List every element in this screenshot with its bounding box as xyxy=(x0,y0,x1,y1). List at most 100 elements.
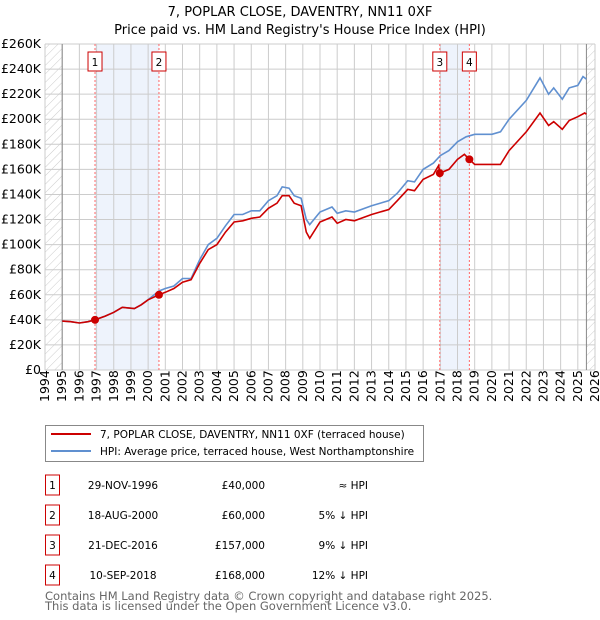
x-tick-label: 2019 xyxy=(467,370,482,402)
sale-label: 3 xyxy=(436,57,443,69)
y-tick-label: £240K xyxy=(1,61,42,76)
transaction-row: 4 10-SEP-2018 £168,000 12% ↓ HPI xyxy=(45,564,368,586)
legend-box xyxy=(45,425,424,462)
x-tick-label: 2007 xyxy=(260,370,275,402)
sale-label-box xyxy=(151,51,167,72)
sale-label-box xyxy=(461,51,477,72)
y-tick-label: £140K xyxy=(1,186,42,201)
sale-point xyxy=(91,315,100,324)
no-data-region-end xyxy=(586,44,595,370)
no-data-region-start xyxy=(45,44,63,370)
sale-point xyxy=(465,155,474,164)
y-tick-label: £160K xyxy=(1,161,42,176)
y-tick-label: £260K xyxy=(1,36,42,51)
x-tick-label: 1994 xyxy=(37,370,52,402)
x-tick-label: 2011 xyxy=(329,370,344,402)
sale-label: 2 xyxy=(156,57,163,69)
x-tick-label: 2008 xyxy=(278,370,293,402)
x-tick-label: 2018 xyxy=(450,370,465,402)
x-tick-label: 2000 xyxy=(140,370,155,402)
transaction-row: 2 18-AUG-2000 £60,000 5% ↓ HPI xyxy=(45,504,368,526)
chart-subtitle: Price paid vs. HM Land Registry's House … xyxy=(114,23,486,38)
x-tick-label: 2023 xyxy=(535,370,550,402)
sale-label-box xyxy=(432,51,448,72)
ownership-period-shade xyxy=(439,44,470,370)
sale-label: 1 xyxy=(92,57,99,69)
y-tick-label: £120K xyxy=(1,212,42,227)
x-tick-label: 1995 xyxy=(54,370,69,402)
transaction-number: 2 xyxy=(49,510,56,522)
legend: 7, POPLAR CLOSE, DAVENTRY, NN11 0XF (ter… xyxy=(45,425,424,462)
transaction-number-box xyxy=(45,474,60,496)
transaction-number-box xyxy=(45,564,60,586)
x-tick-label: 1998 xyxy=(106,370,121,402)
legend-hpi-label: HPI: Average price, terraced house, West… xyxy=(100,446,414,458)
transaction-price: £157,000 xyxy=(215,540,265,552)
transaction-price: £60,000 xyxy=(222,510,265,522)
x-tick-label: 2005 xyxy=(226,370,241,402)
footer-copyright: Contains HM Land Registry data © Crown c… xyxy=(45,589,492,603)
transaction-date: 29-NOV-1996 xyxy=(88,480,158,492)
transaction-row: 3 21-DEC-2016 £157,000 9% ↓ HPI xyxy=(45,534,368,556)
x-tick-label: 2013 xyxy=(364,370,379,402)
transaction-date: 18-AUG-2000 xyxy=(88,510,158,522)
x-tick-label: 2026 xyxy=(587,370,600,402)
x-tick-label: 2020 xyxy=(484,370,499,402)
sale-point xyxy=(435,169,444,178)
y-tick-label: £20K xyxy=(9,337,42,352)
sale-point xyxy=(154,290,163,299)
y-tick-label: £100K xyxy=(1,237,42,252)
property-price-line xyxy=(62,111,587,324)
legend-property-label: 7, POPLAR CLOSE, DAVENTRY, NN11 0XF (ter… xyxy=(100,429,405,441)
x-tick-label: 2021 xyxy=(501,370,516,402)
transaction-number-box xyxy=(45,504,60,526)
ownership-period-shade xyxy=(95,44,159,370)
y-tick-label: £60K xyxy=(9,287,42,302)
x-tick-label: 2025 xyxy=(570,370,585,402)
x-tick-label: 2015 xyxy=(398,370,413,402)
x-tick-label: 2016 xyxy=(415,370,430,402)
transaction-row: 1 29-NOV-1996 £40,000 ≈ HPI xyxy=(45,474,368,496)
x-tick-label: 2006 xyxy=(243,370,258,402)
x-tick-label: 1996 xyxy=(71,370,86,402)
x-tick-label: 2003 xyxy=(192,370,207,402)
y-tick-label: £40K xyxy=(9,312,42,327)
y-tick-label: £0 xyxy=(25,362,41,377)
transaction-number: 1 xyxy=(49,480,56,492)
transaction-date: 10-SEP-2018 xyxy=(89,570,156,582)
transaction-number-box xyxy=(45,534,60,556)
x-tick-label: 2002 xyxy=(175,370,190,402)
plot-area: 1994 1995 1996 1997 1998 1999 2000 2001 2002 2003… xyxy=(1,36,600,402)
y-tick-label: £80K xyxy=(9,262,42,277)
x-tick-label: 2022 xyxy=(518,370,533,402)
transaction-price: £168,000 xyxy=(215,570,265,582)
transaction-hpi-diff: 9% ↓ HPI xyxy=(319,540,368,552)
x-tick-label: 2014 xyxy=(381,370,396,402)
y-tick-label: £180K xyxy=(1,136,42,151)
x-tick-label: 2001 xyxy=(157,370,172,402)
chart-title: 7, POPLAR CLOSE, DAVENTRY, NN11 0XF xyxy=(168,5,433,20)
y-tick-label: £200K xyxy=(1,111,42,126)
x-tick-label: 1997 xyxy=(89,370,104,402)
transaction-hpi-diff: ≈ HPI xyxy=(339,480,368,492)
footer-licence: This data is licensed under the Open Gov… xyxy=(44,599,411,613)
x-tick-label: 2024 xyxy=(553,370,568,402)
transaction-number: 4 xyxy=(49,570,56,582)
y-tick-label: £220K xyxy=(1,86,42,101)
x-tick-label: 2010 xyxy=(312,370,327,402)
sale-label: 4 xyxy=(466,57,473,69)
transaction-date: 21-DEC-2016 xyxy=(88,540,158,552)
transactions-table: 1 29-NOV-1996 £40,000 ≈ HPI 2 18-AUG-2000 £60,… xyxy=(45,474,368,586)
transaction-number: 3 xyxy=(49,540,56,552)
x-tick-label: 2012 xyxy=(346,370,361,402)
sale-label-box xyxy=(87,51,103,72)
transaction-hpi-diff: 12% ↓ HPI xyxy=(312,570,368,582)
x-tick-label: 2004 xyxy=(209,370,224,402)
transaction-price: £40,000 xyxy=(222,480,265,492)
x-tick-label: 1999 xyxy=(123,370,138,402)
x-tick-label: 2009 xyxy=(295,370,310,402)
transaction-hpi-diff: 5% ↓ HPI xyxy=(319,510,368,522)
x-tick-label: 2017 xyxy=(432,370,447,402)
